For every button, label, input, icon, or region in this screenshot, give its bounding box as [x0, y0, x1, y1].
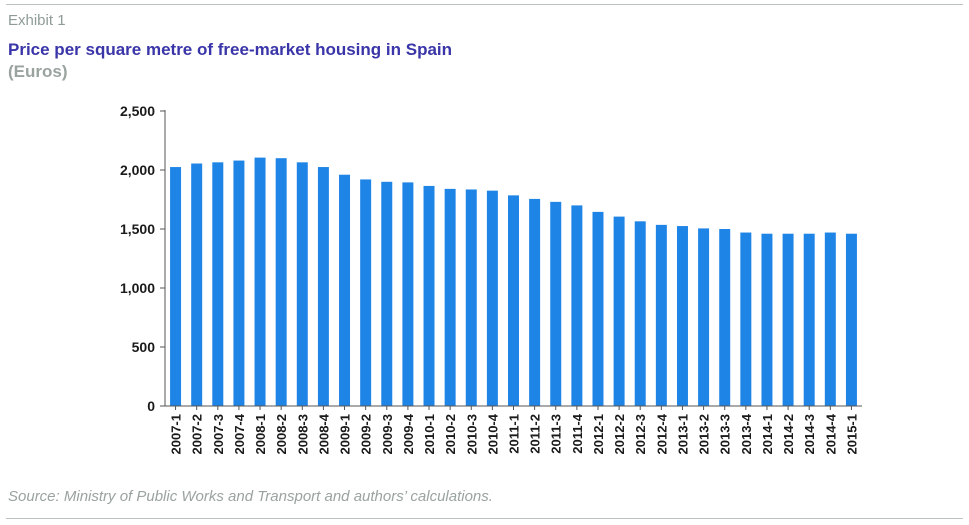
- bar-2008-4: [317, 167, 329, 406]
- x-tick-label: 2009-1: [338, 414, 353, 454]
- x-tick-label: 2007-4: [232, 413, 247, 454]
- bar-2013-3: [719, 229, 731, 406]
- x-tick-label: 2009-3: [380, 414, 395, 454]
- bar-2011-2: [529, 198, 541, 406]
- bar-2011-3: [550, 201, 562, 406]
- x-tick-label: 2014-1: [760, 414, 775, 454]
- bar-2012-3: [634, 221, 646, 406]
- x-tick-label: 2013-2: [697, 414, 712, 454]
- x-tick-label: 2014-2: [781, 414, 796, 454]
- bar-2013-4: [740, 232, 752, 406]
- x-tick-label: 2008-3: [295, 414, 310, 454]
- y-tick-label: 500: [132, 339, 156, 355]
- chart-title: Price per square metre of free-market ho…: [8, 40, 453, 59]
- x-tick-label: 2013-4: [739, 413, 754, 454]
- bar-2014-4: [824, 232, 836, 406]
- bar-2013-1: [676, 226, 688, 406]
- chart-unit: (Euros): [8, 62, 68, 81]
- x-tick-label: 2010-2: [443, 414, 458, 454]
- source-note: Source: Ministry of Public Works and Tra…: [8, 488, 493, 505]
- bar-2009-1: [339, 174, 351, 406]
- bar-2014-2: [782, 233, 794, 406]
- bar-2014-3: [803, 233, 815, 406]
- bottom-rule: [6, 518, 963, 519]
- bar-2010-3: [465, 189, 477, 406]
- x-axis: 2007-1 2007-2 2007-3 2007-4 2008-1 2008-2 2008…: [169, 406, 859, 454]
- bar-2008-3: [296, 162, 308, 406]
- x-tick-label: 2007-2: [190, 414, 205, 454]
- bar-2009-2: [360, 179, 372, 406]
- x-tick-label: 2012-3: [633, 414, 648, 454]
- x-tick-label: 2011-2: [528, 414, 543, 454]
- x-tick-label: 2014-3: [802, 414, 817, 454]
- x-tick-label: 2015-1: [844, 414, 859, 454]
- x-tick-label: 2012-2: [612, 414, 627, 454]
- x-tick-label: 2012-4: [654, 413, 669, 454]
- bar-2015-1: [845, 233, 857, 406]
- bar-2008-2: [275, 158, 287, 406]
- bar-series: [170, 157, 857, 406]
- x-tick-label: 2011-1: [507, 414, 522, 454]
- y-tick-label: 2,500: [120, 103, 155, 119]
- y-tick-label: 2,000: [120, 162, 155, 178]
- bar-2007-1: [170, 167, 182, 406]
- bar-2013-2: [698, 228, 710, 406]
- bar-2014-1: [761, 233, 773, 406]
- bar-2010-4: [486, 190, 498, 406]
- x-tick-label: 2007-3: [211, 414, 226, 454]
- x-tick-label: 2012-1: [591, 414, 606, 454]
- bar-2007-2: [191, 163, 203, 406]
- bar-2012-1: [592, 211, 604, 406]
- bar-2012-4: [655, 224, 667, 406]
- bar-2007-4: [233, 160, 245, 406]
- bar-2010-1: [423, 185, 435, 406]
- x-tick-label: 2010-4: [485, 413, 500, 454]
- x-tick-label: 2010-1: [422, 414, 437, 454]
- bar-2011-1: [508, 195, 519, 406]
- x-tick-label: 2013-1: [675, 414, 690, 454]
- bar-2009-4: [402, 182, 414, 406]
- bar-2009-3: [381, 181, 393, 406]
- bar-2011-4: [571, 205, 583, 406]
- y-axis: 0 500 1,000 1,500 2,000 2,500: [120, 103, 165, 414]
- bar-2007-3: [212, 162, 224, 406]
- top-rule: [6, 4, 963, 5]
- exhibit-label: Exhibit 1: [8, 12, 66, 29]
- bar-2010-2: [444, 188, 456, 406]
- x-tick-label: 2008-1: [253, 414, 268, 454]
- x-tick-label: 2011-4: [570, 413, 585, 454]
- x-tick-label: 2008-4: [316, 413, 331, 454]
- y-tick-label: 1,000: [120, 280, 155, 296]
- x-tick-label: 2008-2: [274, 414, 289, 454]
- x-tick-label: 2014-4: [823, 413, 838, 454]
- x-tick-label: 2010-3: [464, 414, 479, 454]
- bar-2012-2: [613, 216, 625, 406]
- x-tick-label: 2013-3: [718, 414, 733, 454]
- bar-2008-1: [254, 157, 266, 406]
- x-tick-label: 2007-1: [169, 414, 184, 454]
- y-tick-label: 0: [147, 398, 155, 414]
- x-tick-label: 2011-3: [549, 414, 564, 454]
- y-tick-label: 1,500: [120, 221, 155, 237]
- x-tick-label: 2009-4: [401, 413, 416, 454]
- x-tick-label: 2009-2: [359, 414, 374, 454]
